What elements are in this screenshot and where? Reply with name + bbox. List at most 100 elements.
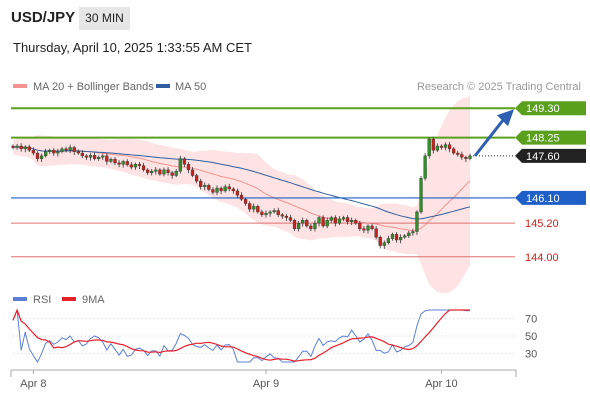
candle-body <box>80 152 84 157</box>
candle-body <box>309 225 313 229</box>
candle-body <box>150 171 154 173</box>
candle-body <box>325 220 329 227</box>
candle-body <box>39 155 44 159</box>
candle-body <box>35 152 40 159</box>
candle-body <box>121 161 125 165</box>
level-tag-149-30 <box>515 101 586 116</box>
candle-body <box>284 215 289 218</box>
candle-body <box>407 232 411 236</box>
candle-body <box>333 217 337 224</box>
candle-body <box>15 145 19 148</box>
candle-body <box>170 172 174 176</box>
candle-body <box>435 145 439 151</box>
candle-body <box>154 169 158 172</box>
projection-arrow-head <box>497 109 514 127</box>
candle-body <box>97 157 101 159</box>
level-label-149-30: 149.30 <box>526 103 560 115</box>
candle-body <box>374 228 378 238</box>
rsi-legend-swatch <box>13 297 27 301</box>
level-label-147-60: 147.60 <box>526 151 560 163</box>
candle-body <box>354 220 358 224</box>
candle-body <box>460 154 464 158</box>
candle-body <box>288 217 293 221</box>
candle-body <box>268 211 272 214</box>
candle-body <box>239 194 244 200</box>
ma50-line <box>12 146 471 220</box>
level-tag-147-60 <box>515 148 586 163</box>
candle-body <box>243 199 248 204</box>
candle-body <box>329 217 333 221</box>
candle-body <box>23 146 27 150</box>
candle-body <box>468 155 472 159</box>
candle-body <box>447 144 452 150</box>
time-axis-label: Apr 9 <box>253 378 279 390</box>
rsi-ma-legend-swatch <box>62 297 76 301</box>
candle-body <box>84 155 89 158</box>
candle-body <box>27 146 31 151</box>
candle-body <box>411 231 415 234</box>
candle-body <box>44 151 48 157</box>
candle-body <box>341 217 346 220</box>
bollinger-legend-swatch <box>13 84 27 88</box>
candle-body <box>129 164 133 168</box>
timestamp: Thursday, April 10, 2025 1:33:55 AM CET <box>13 40 252 55</box>
candle-body <box>301 220 305 224</box>
candle-body <box>386 238 391 243</box>
time-axis-label: Apr 8 <box>20 378 46 390</box>
candle-body <box>276 210 280 215</box>
candle-body <box>88 155 93 158</box>
timeframe-badge[interactable]: 30 MIN <box>79 7 130 30</box>
candle-body <box>174 171 178 176</box>
rsi-pane: 70 50 30 <box>12 308 537 364</box>
candle-body <box>264 213 268 215</box>
candle-body <box>190 169 195 176</box>
candle-body <box>199 180 203 187</box>
candle-body <box>56 151 60 154</box>
candles <box>11 136 472 249</box>
candle-body <box>370 225 374 229</box>
candle-body <box>419 178 423 213</box>
symbol-title: USD/JPY <box>11 9 76 26</box>
legend-top: MA 20 + Bollinger Bands MA 50 Research ©… <box>13 81 581 93</box>
level-label-146-10: 146.10 <box>526 193 560 205</box>
candle-body <box>72 147 76 152</box>
candle-body <box>194 175 199 182</box>
bollinger-legend-label: MA 20 + Bollinger Bands <box>33 81 154 93</box>
price-levels: 149.30 148.25 147.60 146.10 145.20 144.00 <box>11 101 586 264</box>
candle-body <box>207 185 211 190</box>
candle-body <box>231 188 235 192</box>
candle-body <box>252 206 256 210</box>
level-label-145-20: 145.20 <box>525 218 559 230</box>
candle-body <box>68 147 72 151</box>
candle-body <box>403 235 407 238</box>
candle-body <box>272 210 276 213</box>
candle-body <box>350 220 354 222</box>
candle-body <box>260 211 264 215</box>
rsi-ma-line <box>12 308 470 362</box>
rsi-tick-label: 70 <box>525 314 537 326</box>
candle-body <box>337 218 342 224</box>
credit-text: Research © 2025 Trading Central <box>417 81 581 93</box>
candle-body <box>227 186 231 190</box>
rsi-tick-label: 30 <box>525 348 537 360</box>
candle-body <box>219 187 223 192</box>
candle-body <box>235 190 240 196</box>
candle-body <box>203 185 207 187</box>
candle-body <box>223 186 227 192</box>
candle-body <box>280 214 284 217</box>
candle-body <box>211 189 215 193</box>
candle-body <box>141 165 146 171</box>
candle-body <box>345 217 350 222</box>
candle-body <box>60 148 64 152</box>
candle-body <box>305 220 309 227</box>
candle-body <box>464 157 468 159</box>
candle-body <box>382 242 386 246</box>
candle-body <box>125 161 129 166</box>
ma50-legend-label: MA 50 <box>175 81 206 93</box>
candle-body <box>443 144 448 148</box>
candle-body <box>137 164 142 166</box>
candle-body <box>64 148 68 151</box>
candle-body <box>182 158 187 165</box>
